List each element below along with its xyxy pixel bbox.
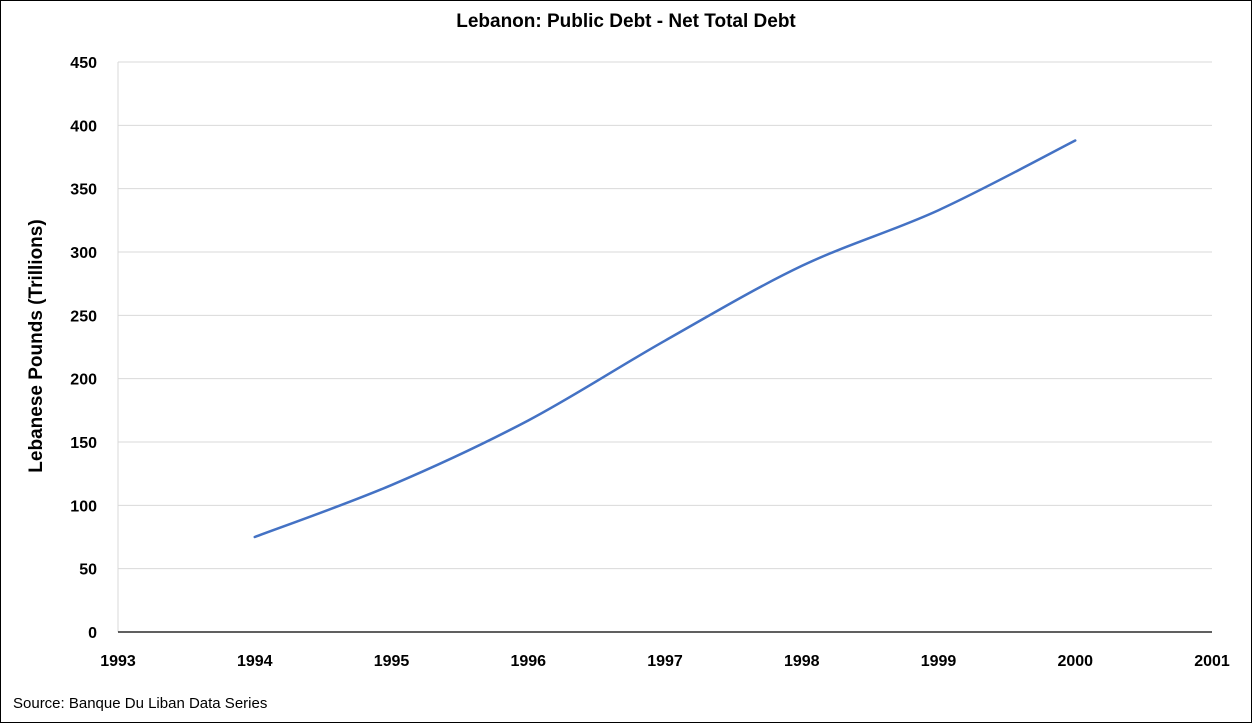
x-tick-label: 2001 [1194,653,1230,670]
y-tick-label: 50 [79,562,97,579]
x-tick-label: 2000 [1057,653,1093,670]
y-tick-label: 450 [70,55,97,72]
x-tick-label: 1996 [510,653,546,670]
x-tick-label: 1997 [647,653,683,670]
y-tick-label: 400 [70,118,97,135]
y-tick-label: 150 [70,435,97,452]
y-tick-label: 0 [88,625,97,642]
x-tick-label: 1993 [100,653,136,670]
y-tick-label: 300 [70,245,97,262]
y-tick-label: 200 [70,372,97,389]
series-line-0 [253,139,1077,539]
x-tick-label: 1994 [237,653,273,670]
chart-title: Lebanon: Public Debt - Net Total Debt [456,11,796,32]
y-axis-label: Lebanese Pounds (Trillions) [26,219,47,472]
axes [117,62,1212,633]
x-tick-label: 1995 [374,653,410,670]
series-lines [253,139,1077,539]
y-tick-label: 100 [70,498,97,515]
gridlines [118,61,1212,570]
source-note: Source: Banque Du Liban Data Series [13,695,267,712]
y-tick-labels: 0 50 100 150 200 250 300 350 400 450 [70,55,97,642]
x-tick-label: 1998 [784,653,820,670]
y-tick-label: 350 [70,182,97,199]
y-tick-label: 250 [70,308,97,325]
x-tick-labels: 1993 1994 1995 1996 1997 1998 1999 2000 2001 [100,653,1230,670]
x-tick-label: 1999 [921,653,957,670]
